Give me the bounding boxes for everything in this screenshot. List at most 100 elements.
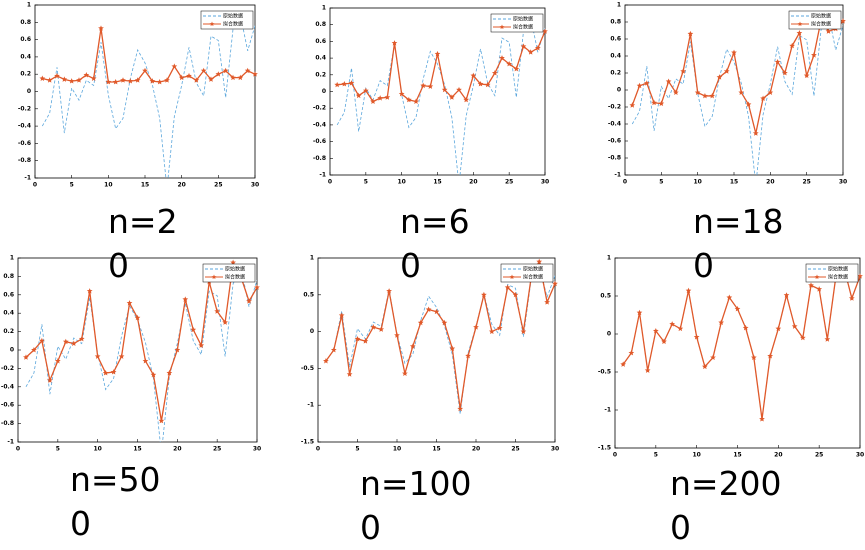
data-point	[134, 77, 141, 83]
y-tick-label: 0.2	[315, 71, 326, 78]
x-tick-label: 10	[104, 182, 112, 189]
y-tick-label: 0.6	[315, 38, 326, 45]
data-point	[759, 416, 765, 422]
data-point	[39, 75, 46, 81]
data-point	[669, 321, 676, 327]
y-tick-label: -0.4	[608, 121, 621, 128]
y-tick-label: 0.6	[20, 36, 31, 43]
legend-label: 拟合数据	[513, 24, 533, 31]
data-point	[252, 71, 258, 77]
data-point	[520, 328, 527, 335]
data-point	[796, 30, 803, 36]
data-point	[370, 98, 376, 104]
data-point	[190, 326, 197, 333]
data-point	[665, 78, 672, 84]
data-point	[200, 67, 207, 74]
data-point	[738, 89, 745, 95]
y-tick-label: -1	[614, 172, 621, 179]
x-tick-label: 0	[16, 446, 20, 453]
data-point	[178, 74, 185, 81]
legend-label: 拟合数据	[811, 21, 831, 28]
x-tick-label: 20	[774, 452, 782, 459]
data-point	[620, 361, 627, 367]
y-tick-label: -1.5	[598, 445, 611, 452]
y-tick-label: -0.2	[1, 365, 14, 372]
y-tick-label: -0.8	[1, 420, 14, 427]
y-tick-label: -0.2	[313, 105, 326, 112]
y-tick-label: 0.5	[600, 293, 611, 300]
data-point	[677, 325, 684, 332]
x-tick-label: 0	[316, 446, 320, 453]
plot-area	[622, 264, 860, 420]
data-point	[346, 371, 353, 377]
y-tick-label: 0	[310, 328, 314, 335]
data-point	[718, 319, 725, 326]
y-tick-label: 1	[322, 5, 326, 12]
data-point	[685, 287, 692, 294]
y-tick-label: -0.8	[313, 155, 326, 162]
data-point	[661, 338, 667, 345]
data-point	[134, 314, 141, 321]
data-point	[198, 342, 205, 348]
data-point	[673, 89, 679, 95]
data-point	[90, 75, 97, 81]
data-point	[126, 300, 133, 306]
data-point	[750, 354, 757, 360]
x-tick-label: 0	[328, 179, 332, 186]
data-point	[149, 78, 156, 84]
data-point	[628, 350, 635, 356]
data-point	[552, 280, 558, 287]
y-tick-label: -0.2	[608, 104, 621, 111]
legend-label: 原始数据	[811, 13, 831, 20]
data-point	[448, 94, 455, 100]
legend-label: 原始数据	[513, 16, 533, 23]
legend-label: 拟合数据	[223, 21, 243, 28]
data-point	[98, 25, 104, 31]
y-tick-label: -0.4	[1, 383, 14, 390]
data-point	[816, 286, 823, 292]
y-tick-label: 0.4	[610, 53, 621, 60]
y-tick-label: -0.4	[18, 123, 31, 130]
data-point	[789, 42, 795, 49]
data-point	[760, 95, 766, 101]
y-tick-label: 0.4	[3, 310, 14, 317]
data-point	[745, 101, 752, 107]
data-point	[323, 358, 329, 364]
data-point	[658, 100, 665, 107]
data-point	[473, 324, 479, 330]
data-point	[402, 370, 408, 376]
chart-panel: -1-0.8-0.6-0.4-0.200.20.40.60.810 5 10 15 20…	[313, 5, 549, 186]
data-point	[723, 68, 730, 74]
data-point	[716, 74, 723, 80]
data-point	[499, 55, 505, 61]
data-point	[427, 83, 434, 89]
data-point	[222, 67, 229, 74]
data-point	[230, 74, 236, 81]
data-point	[496, 324, 503, 331]
x-tick-label: 5	[355, 446, 359, 453]
series-line	[622, 264, 860, 420]
data-point	[150, 371, 157, 378]
x-tick-label: 15	[133, 446, 141, 453]
data-point	[734, 305, 741, 312]
y-tick-label: -0.6	[313, 138, 326, 145]
y-tick-label: -0.6	[1, 402, 14, 409]
caption: n=1000	[360, 464, 472, 547]
data-point	[142, 67, 148, 74]
data-point	[484, 81, 491, 88]
legend-label: 拟合数据	[523, 274, 543, 281]
data-point	[341, 80, 348, 87]
data-point	[31, 347, 37, 353]
x-tick-label: 15	[432, 446, 440, 453]
data-point	[420, 82, 427, 89]
data-point	[355, 92, 362, 99]
y-tick-label: -0.6	[608, 138, 621, 145]
legend-label: 原始数据	[223, 13, 243, 20]
y-tick-label: 0	[10, 347, 14, 354]
data-point	[171, 63, 178, 69]
x-tick-label: 20	[173, 446, 181, 453]
data-point	[413, 98, 419, 104]
x-tick-label: 10	[93, 446, 101, 453]
y-tick-label: 1	[607, 255, 611, 262]
